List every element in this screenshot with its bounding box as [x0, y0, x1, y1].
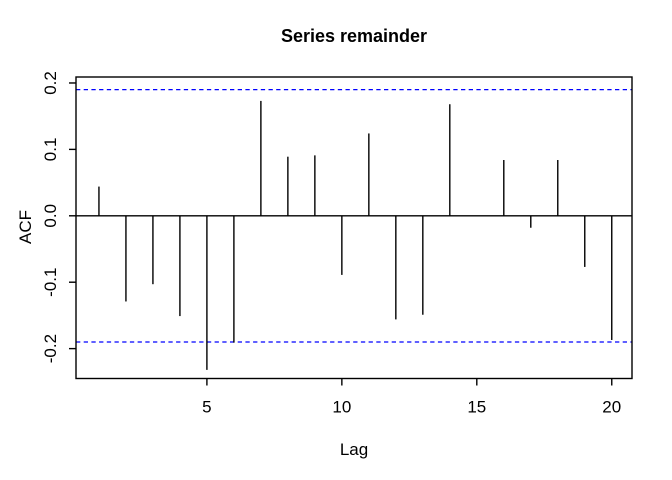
y-tick-label-0.2: 0.2	[41, 71, 60, 95]
chart-title: Series remainder	[281, 26, 427, 46]
y-tick-label--0.1: -0.1	[41, 268, 60, 297]
x-tick-label-5: 5	[202, 398, 211, 417]
y-tick-label--0.2: -0.2	[41, 334, 60, 363]
plot-border	[75, 76, 633, 380]
plot-area: 5 10 15 20 -0.2 -0.1 0.0 0.1 0.2	[41, 71, 633, 417]
x-axis-title: Lag	[340, 440, 368, 459]
y-tick-label-0.1: 0.1	[41, 138, 60, 162]
x-tick-label-10: 10	[332, 398, 351, 417]
y-axis-title: ACF	[16, 210, 35, 244]
x-tick-label-15: 15	[467, 398, 486, 417]
y-tick-label-0.0: 0.0	[41, 204, 60, 228]
x-tick-label-20: 20	[602, 398, 621, 417]
